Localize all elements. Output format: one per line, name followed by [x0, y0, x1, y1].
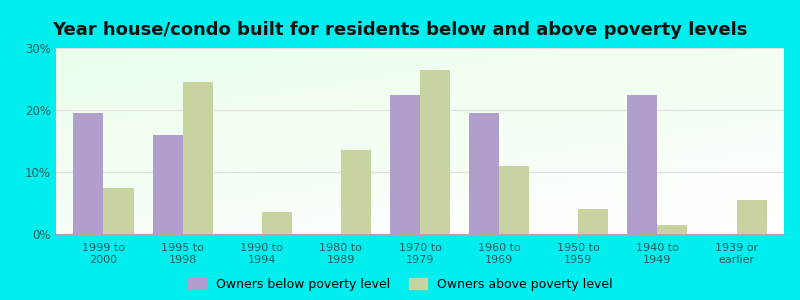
Bar [420, 70, 450, 234]
Bar [578, 209, 608, 234]
Bar [182, 82, 213, 234]
Bar [341, 150, 371, 234]
Bar [469, 113, 499, 234]
Bar [262, 212, 292, 234]
Bar [103, 188, 134, 234]
Text: Year house/condo built for residents below and above poverty levels: Year house/condo built for residents bel… [52, 21, 748, 39]
Bar [153, 135, 182, 234]
Legend: Owners below poverty level, Owners above poverty level: Owners below poverty level, Owners above… [187, 278, 613, 291]
Bar [499, 166, 530, 234]
Bar [658, 225, 687, 234]
Bar [390, 94, 420, 234]
Bar [627, 94, 658, 234]
Bar [74, 113, 103, 234]
Bar [737, 200, 766, 234]
